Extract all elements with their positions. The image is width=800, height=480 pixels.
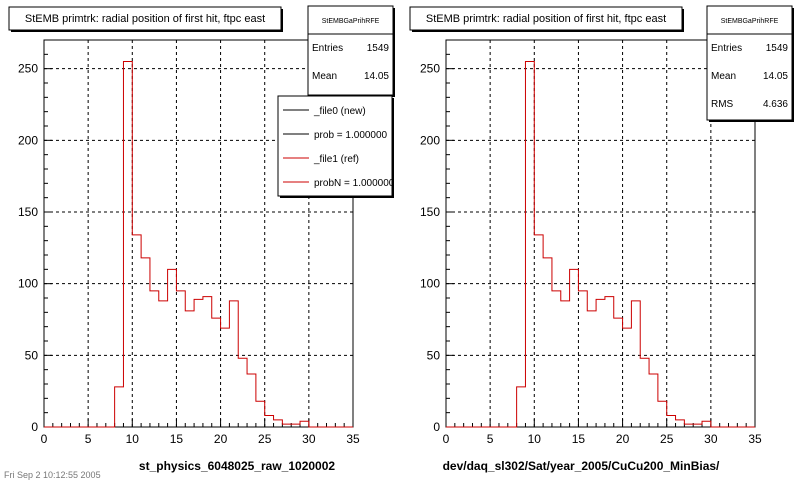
stats-box [307, 5, 394, 96]
stats-label: Mean [711, 71, 736, 82]
x-tick-label: 0 [443, 432, 450, 446]
stats-label: Entries [312, 43, 343, 54]
y-tick-label: 0 [433, 420, 440, 434]
histogram-series-1 [446, 61, 755, 428]
legend-entry-label: _file1 (ref) [313, 154, 359, 165]
x-tick-label: 5 [85, 432, 92, 446]
x-tick-label: 30 [302, 432, 316, 446]
stats-value: 14.05 [364, 71, 389, 82]
legend-entry-label: prob = 1.000000 [314, 130, 388, 141]
legend-entry-label: _file0 (new) [313, 106, 366, 117]
y-tick-label: 0 [31, 420, 38, 434]
x-tick-label: 10 [126, 432, 140, 446]
stats-label: Mean [312, 71, 337, 82]
histogram-series-1 [44, 61, 353, 428]
stats-value: 1549 [766, 43, 789, 54]
x-axis-label: dev/daq_sl302/Sat/year_2005/CuCu200_MinB… [443, 459, 720, 473]
y-tick-label: 50 [25, 348, 39, 362]
x-tick-label: 5 [487, 432, 494, 446]
chart-title: StEMB primtrk: radial position of first … [426, 13, 666, 25]
y-tick-label: 100 [18, 277, 38, 291]
x-tick-label: 20 [214, 432, 228, 446]
stats-value: 1549 [367, 43, 390, 54]
histogram-panel-2: 0 5 10 15 20 25 30 35 0 50 100 150 200 250 dev/daq_sl3… [409, 5, 794, 473]
x-tick-label: 10 [528, 432, 542, 446]
stats-value: 14.05 [763, 71, 788, 82]
legend-box [277, 95, 393, 197]
chart-title: StEMB primtrk: radial position of first … [25, 13, 265, 25]
stats-value: 4.636 [763, 99, 788, 110]
legend-entry-label: probN = 1.000000 [314, 178, 395, 189]
x-tick-label: 35 [346, 432, 360, 446]
x-tick-label: 15 [572, 432, 586, 446]
stats-label: Entries [711, 43, 742, 54]
y-tick-label: 200 [18, 133, 38, 147]
x-tick-label: 20 [616, 432, 630, 446]
plot-frame [445, 39, 756, 428]
y-tick-label: 50 [427, 348, 441, 362]
y-tick-label: 100 [420, 277, 440, 291]
y-tick-label: 200 [420, 133, 440, 147]
legend: _file0 (new) prob = 1.000000 _file1 (ref) p… [283, 106, 395, 189]
x-axis-label: st_physics_6048025_raw_1020002 [139, 459, 335, 473]
y-tick-label: 150 [18, 205, 38, 219]
y-tick-label: 150 [420, 205, 440, 219]
x-tick-label: 15 [170, 432, 184, 446]
x-tick-label: 25 [660, 432, 674, 446]
x-tick-label: 35 [748, 432, 762, 446]
stats-title: StEMBGaPrihRFE [721, 18, 779, 25]
title-box [409, 6, 683, 31]
title-box [8, 6, 282, 31]
y-tick-label: 250 [18, 62, 38, 76]
x-tick-label: 25 [258, 432, 272, 446]
histogram-panel-1: 0 5 10 15 20 25 30 35 0 50 100 150 200 250 st_physics_… [8, 5, 395, 473]
x-tick-label: 0 [41, 432, 48, 446]
stats-label: RMS [711, 99, 734, 110]
stats-box [706, 5, 793, 121]
footer-timestamp: Fri Sep 2 10:12:55 2005 [4, 470, 101, 480]
y-tick-label: 250 [420, 62, 440, 76]
x-tick-label: 30 [704, 432, 718, 446]
stats-title: StEMBGaPrihRFE [322, 18, 380, 25]
